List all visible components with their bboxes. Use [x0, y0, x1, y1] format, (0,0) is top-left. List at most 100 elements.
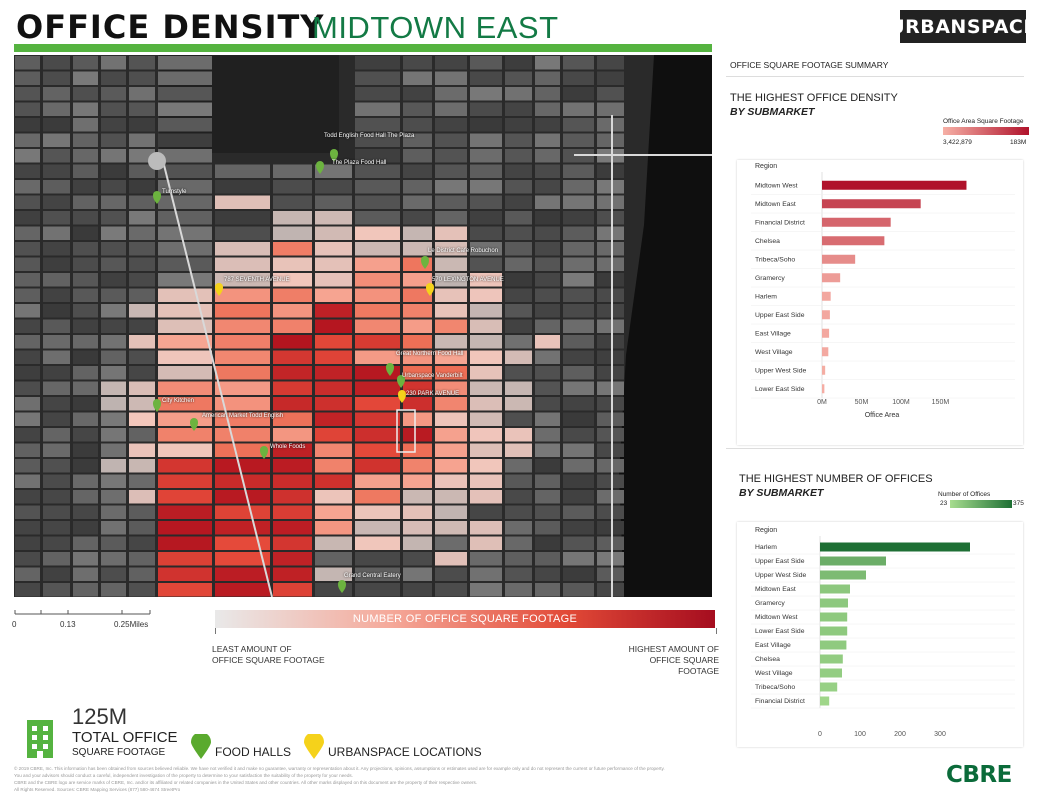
- chart2-legend-max: 375: [1013, 500, 1024, 507]
- bar[interactable]: [822, 328, 830, 338]
- bar-category-label: Gramercy: [755, 275, 785, 282]
- map-location-label[interactable]: Le District Cafe Robuchon: [428, 248, 499, 254]
- bar-category-label: Upper West Side: [755, 572, 806, 579]
- bar-category-label: Lower East Side: [755, 386, 805, 393]
- total-office-sub: SQUARE FOOTAGE: [72, 747, 166, 758]
- region-axis-title: Region: [755, 527, 777, 534]
- legend-bar-label: NUMBER OF OFFICE SQUARE FOOTAGE: [352, 613, 578, 625]
- title-underline: [14, 44, 712, 52]
- bar[interactable]: [820, 640, 847, 650]
- food-hall-pin[interactable]: [421, 256, 429, 269]
- density-map[interactable]: Todd English Food Hall The Plaza The Plaz…: [14, 55, 712, 597]
- chart1-subtitle: BY SUBMARKET: [730, 106, 815, 118]
- bar[interactable]: [820, 626, 848, 636]
- food-hall-pin[interactable]: [153, 399, 161, 412]
- chart1-legend-gradient: [943, 127, 1029, 135]
- x-tick-label: 50M: [855, 399, 869, 406]
- office-count-chart: Region Harlem Upper East Side Upper West Si…: [737, 522, 1023, 747]
- food-hall-pin[interactable]: [260, 446, 268, 459]
- bar[interactable]: [822, 310, 830, 320]
- map-location-label[interactable]: The Plaza Food Hall: [332, 160, 387, 166]
- summary-title: OFFICE SQUARE FOOTAGE SUMMARY: [730, 60, 889, 70]
- food-hall-pin[interactable]: [153, 191, 161, 204]
- bar[interactable]: [820, 682, 838, 692]
- food-hall-pin[interactable]: [386, 363, 394, 376]
- bar[interactable]: [822, 199, 921, 209]
- bar[interactable]: [822, 180, 967, 190]
- urbanspace-pin[interactable]: [215, 283, 223, 296]
- bar[interactable]: [822, 347, 829, 357]
- scale-tick: 0.13: [60, 620, 76, 629]
- bar[interactable]: [820, 654, 843, 664]
- bar[interactable]: [822, 236, 885, 246]
- map-location-label[interactable]: American Market Todd English: [202, 413, 284, 419]
- map-location-label[interactable]: City Kitchen: [162, 398, 195, 404]
- bar[interactable]: [820, 556, 886, 566]
- chart1-legend-min: 3,422,879: [943, 139, 972, 146]
- chart2-title: THE HIGHEST NUMBER OF OFFICES: [739, 473, 933, 485]
- bar[interactable]: [820, 570, 866, 580]
- chart1-title: THE HIGHEST OFFICE DENSITY: [730, 92, 898, 104]
- map-location-label[interactable]: Great Northern Food Hall: [396, 351, 464, 357]
- map-location-label[interactable]: Turnstyle: [162, 189, 187, 195]
- bar[interactable]: [820, 696, 830, 706]
- map-canvas: [14, 55, 712, 597]
- bar[interactable]: [822, 384, 825, 394]
- bar[interactable]: [822, 291, 831, 301]
- disclaimer: © 2019 CBRE, Inc. This information has b…: [14, 766, 665, 792]
- urbanspace-pin[interactable]: [398, 390, 406, 403]
- density-legend-bar: NUMBER OF OFFICE SQUARE FOOTAGE: [215, 610, 715, 628]
- bar-category-label: Financial District: [755, 698, 805, 705]
- bar-category-label: East Village: [755, 642, 791, 649]
- cbre-logo: CBRE: [946, 762, 1012, 788]
- map-location-label[interactable]: 570 LEXINGTON AVENUE: [432, 277, 504, 283]
- map-location-label[interactable]: Whole Foods: [270, 444, 306, 450]
- x-axis-title: Office Area: [865, 412, 900, 419]
- x-tick-label: 100: [854, 731, 866, 738]
- map-location-label[interactable]: Grand Central Eatery: [344, 573, 401, 579]
- map-location-label[interactable]: 787 SEVENTH AVENUE: [224, 277, 290, 283]
- bar-category-label: West Village: [755, 670, 793, 677]
- urbanspace-pin-icon: [304, 734, 324, 759]
- food-hall-pin[interactable]: [338, 580, 346, 593]
- bar-category-label: Tribeca/Soho: [755, 684, 795, 691]
- map-location-label[interactable]: Todd English Food Hall The Plaza: [324, 133, 415, 139]
- bar-category-label: West Village: [755, 349, 793, 356]
- office-density-chart: Region Midtown West Midtown East Financial …: [737, 160, 1023, 445]
- map-location-label[interactable]: 230 PARK AVENUE: [406, 391, 460, 397]
- x-tick-label: 0: [818, 731, 822, 738]
- chart1-legend-title: Office Area Square Footage: [943, 118, 1024, 125]
- chart2-legend-title: Number of Offices: [938, 491, 991, 498]
- legend-ticks: [215, 628, 717, 634]
- food-hall-pin[interactable]: [397, 375, 405, 388]
- bar[interactable]: [820, 542, 970, 552]
- scale-tick: 0.25Miles: [114, 620, 149, 629]
- bar[interactable]: [820, 612, 848, 622]
- bar-category-label: Tribeca/Soho: [755, 256, 795, 263]
- bar-category-label: Upper East Side: [755, 312, 805, 319]
- chart2-subtitle: BY SUBMARKET: [739, 487, 824, 499]
- bar-category-label: Midtown West: [755, 182, 798, 189]
- bar-category-label: Gramercy: [755, 600, 785, 607]
- bar-category-label: Upper East Side: [755, 558, 805, 565]
- bar[interactable]: [820, 598, 848, 608]
- urbanspace-pin[interactable]: [426, 283, 434, 296]
- bar[interactable]: [822, 365, 826, 375]
- scale-tick: 0: [12, 620, 17, 629]
- bar[interactable]: [822, 273, 841, 283]
- x-tick-label: 100M: [892, 399, 910, 406]
- map-location-label[interactable]: Urbanspace Vanderbilt: [402, 373, 463, 379]
- x-tick-label: 150M: [932, 399, 950, 406]
- chart2-legend-min: 23: [940, 500, 948, 507]
- food-hall-pin[interactable]: [316, 161, 324, 174]
- bar[interactable]: [822, 217, 891, 227]
- food-hall-pin[interactable]: [330, 149, 338, 162]
- bar[interactable]: [820, 668, 842, 678]
- bar[interactable]: [820, 584, 850, 594]
- building-icon: [24, 718, 56, 758]
- bar-category-label: Harlem: [755, 544, 777, 551]
- bar-category-label: Midtown West: [755, 614, 798, 621]
- chart1-legend-max: 183M: [1010, 139, 1027, 146]
- bar[interactable]: [822, 254, 856, 264]
- food-hall-pin[interactable]: [190, 418, 198, 431]
